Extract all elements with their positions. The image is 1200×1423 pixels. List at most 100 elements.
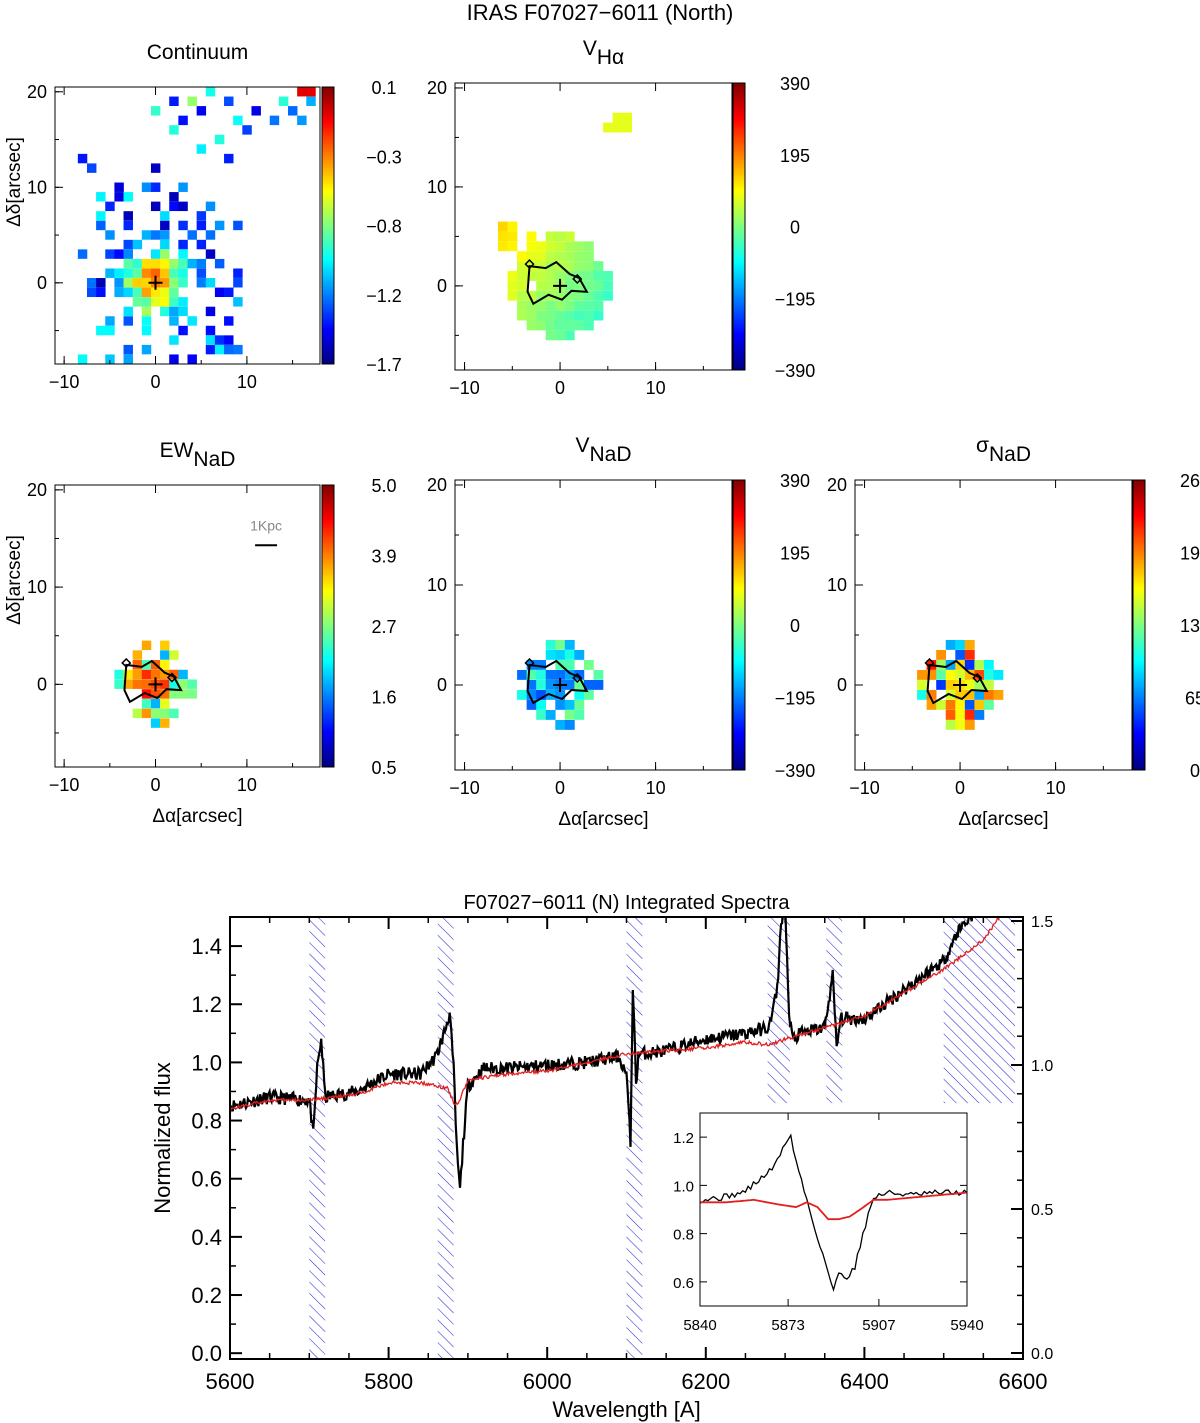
map-pixel [926, 670, 937, 680]
map-pixel [132, 679, 143, 689]
map-pixel [196, 106, 207, 116]
y-tick-label: 1.2 [191, 992, 222, 1017]
map-pixel [123, 344, 133, 355]
y-tick-label: 20 [427, 475, 447, 495]
y-tick-label: 20 [427, 78, 447, 98]
map-pixel [169, 268, 179, 278]
center-cross [953, 678, 968, 692]
map-pixel [105, 230, 115, 240]
map-pixel [224, 316, 234, 326]
map-pixel [150, 230, 161, 240]
panel-ew_nad: EWNaD 1Kpc −10 0 10 0 10 20 Δα[arcsec] Δδ[arcsec]… [4, 439, 397, 827]
panel-title: VNaD [575, 434, 631, 466]
map-pixel [593, 271, 604, 281]
map-pixel [536, 300, 547, 311]
x-tick-label: 5800 [364, 1369, 413, 1394]
map-pixel [178, 201, 188, 212]
map-pixel [160, 258, 170, 269]
map-pixel [132, 297, 143, 307]
colorbar [1132, 479, 1146, 771]
map-pixel [936, 650, 947, 660]
map-pixel [574, 290, 585, 301]
hatched-region [943, 917, 1016, 1104]
map-pixel [564, 290, 575, 301]
y-tick-label: 10 [27, 577, 47, 597]
map-pixel [536, 310, 547, 321]
map-pixel [233, 220, 243, 231]
map-pixel [526, 241, 537, 252]
y-tick-label: 0 [37, 674, 47, 694]
map-pixel [536, 261, 547, 271]
map-pixel [622, 112, 633, 123]
map-pixel [517, 690, 527, 700]
map-pixel [555, 300, 566, 311]
y-tick-label: 20 [27, 480, 47, 500]
map-pixel [564, 241, 575, 252]
scale-label: 1Kpc [250, 518, 282, 534]
map-pixel [169, 689, 179, 699]
map-pixel [536, 690, 547, 700]
map-pixel [964, 690, 975, 700]
map-pixel [178, 306, 188, 317]
map-pixel [964, 640, 975, 650]
contour-line [526, 260, 589, 306]
map-pixel [132, 669, 143, 680]
panel-title-main: σ [976, 434, 989, 457]
map-pixel [555, 700, 566, 710]
map-pixel [574, 300, 585, 311]
map-pixel [132, 258, 143, 269]
inset-y-tick-label: 1.2 [673, 1130, 694, 1147]
map-pixel [141, 182, 152, 192]
map-pixel [150, 258, 161, 269]
diamond-marker [524, 657, 535, 669]
map-pixels [77, 87, 316, 364]
map-pixel [123, 679, 133, 689]
map-pixel [160, 268, 170, 278]
map-pixel [196, 144, 207, 154]
map-pixel [545, 640, 556, 650]
map-pixel [251, 106, 261, 116]
map-pixel [936, 660, 947, 670]
map-pixel [123, 278, 133, 288]
map-pixel [123, 192, 133, 202]
map-pixel [160, 249, 170, 259]
map-pixel [507, 221, 518, 232]
map-pixel [160, 698, 170, 709]
map-pixel [123, 316, 133, 326]
map-pixel [517, 261, 527, 271]
inset-x-tick-label: 5873 [771, 1317, 804, 1334]
map-pixel [917, 690, 927, 700]
map-pixel [545, 710, 556, 720]
map-pixel [955, 650, 966, 660]
map-pixel [603, 280, 613, 291]
y-tick-label: 0.4 [191, 1225, 222, 1250]
map-pixel [233, 115, 243, 126]
map-pixel [160, 660, 170, 670]
map-pixel [974, 710, 985, 720]
map-pixel [517, 251, 527, 262]
map-pixel [536, 290, 547, 301]
map-pixel [114, 669, 124, 680]
panel-title: σNaD [976, 434, 1031, 466]
y-tick-label: 0 [437, 276, 447, 296]
colorbar-tick-label: 0 [1190, 761, 1200, 781]
map-pixel [233, 297, 243, 307]
map-pixel [612, 112, 623, 123]
map-pixel [983, 680, 994, 690]
hatched-region [437, 917, 454, 1359]
diamond-marker [924, 657, 935, 669]
map-pixel [160, 220, 170, 231]
map-pixel [205, 344, 216, 355]
x-tick-label: 6400 [840, 1369, 889, 1394]
x-tick-label: 0 [151, 372, 161, 392]
map-pixel [96, 192, 106, 202]
x-axis-label: Δα[arcsec] [558, 809, 648, 830]
map-pixel [187, 689, 197, 699]
map-pixel [964, 650, 975, 660]
map-pixel [169, 125, 179, 135]
x-axis-label: Wavelength [A] [552, 1397, 700, 1422]
map-pixel [160, 239, 170, 250]
colorbar-tick-label: −0.8 [366, 217, 402, 237]
map-pixel [583, 241, 594, 252]
